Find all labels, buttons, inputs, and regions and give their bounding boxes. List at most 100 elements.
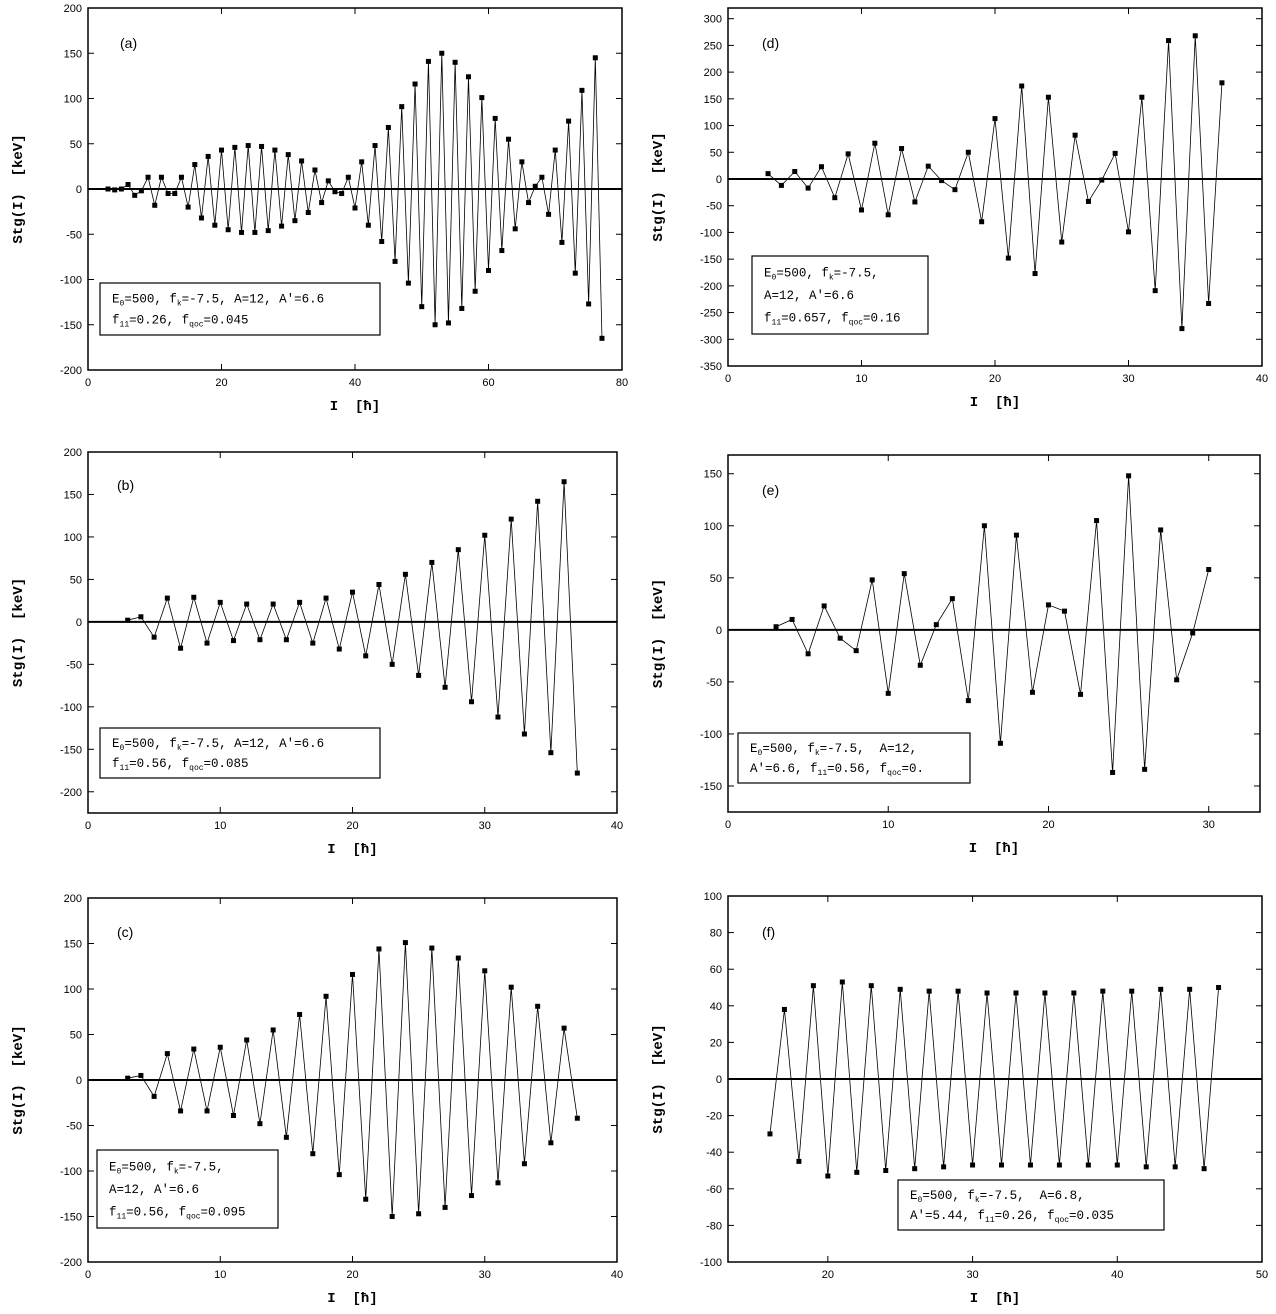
annotation-box bbox=[99, 282, 381, 336]
data-point bbox=[508, 516, 514, 522]
data-point bbox=[981, 523, 987, 529]
data-point bbox=[821, 603, 827, 609]
x-tick-label: 50 bbox=[1256, 1269, 1268, 1281]
data-point bbox=[566, 118, 572, 124]
y-tick-label: 40 bbox=[710, 1001, 722, 1013]
data-point bbox=[172, 191, 178, 197]
y-tick-label: -50 bbox=[66, 1121, 82, 1133]
data-point bbox=[854, 1169, 860, 1175]
x-axis-label: I [ħ] bbox=[970, 1291, 1020, 1307]
y-axis-label: Stg(I) [keV] bbox=[651, 1024, 667, 1133]
data-point bbox=[205, 153, 211, 159]
data-point bbox=[270, 1027, 276, 1033]
data-point bbox=[212, 222, 218, 228]
x-tick-label: 30 bbox=[1203, 819, 1215, 831]
data-point bbox=[992, 116, 998, 122]
data-point bbox=[1179, 326, 1185, 332]
data-point bbox=[592, 55, 598, 61]
data-point bbox=[217, 1044, 223, 1050]
annotation-text: E bbox=[112, 737, 120, 751]
data-point bbox=[230, 1112, 236, 1118]
subscript: qoc bbox=[849, 319, 864, 328]
data-point bbox=[299, 158, 305, 164]
data-point bbox=[283, 637, 289, 643]
data-point bbox=[112, 187, 118, 193]
x-tick-label: 20 bbox=[989, 373, 1001, 385]
data-point bbox=[297, 599, 303, 605]
data-line bbox=[775, 475, 1210, 773]
annotation-text: A'=6.6, f bbox=[750, 762, 818, 776]
data-point bbox=[245, 143, 251, 149]
x-tick-label: 0 bbox=[85, 1269, 91, 1281]
x-axis-label: I [ħ] bbox=[969, 841, 1019, 857]
data-point bbox=[389, 661, 395, 667]
data-point bbox=[970, 1162, 976, 1168]
x-tick-label: 40 bbox=[611, 1269, 623, 1281]
data-point bbox=[132, 192, 138, 198]
y-tick-label: 60 bbox=[710, 964, 722, 976]
data-point bbox=[526, 200, 532, 206]
data-point bbox=[868, 983, 874, 989]
x-tick-label: 10 bbox=[214, 820, 226, 832]
subscript: k bbox=[829, 273, 834, 282]
data-point bbox=[118, 186, 124, 192]
data-point bbox=[279, 223, 285, 229]
data-point bbox=[1192, 33, 1198, 39]
x-tick-label: 30 bbox=[479, 820, 491, 832]
y-tick-label: 0 bbox=[76, 1075, 82, 1087]
data-point bbox=[1139, 94, 1145, 100]
data-point bbox=[178, 645, 184, 651]
data-point bbox=[859, 207, 864, 213]
x-axis-label: I [ħ] bbox=[327, 1291, 377, 1307]
data-point bbox=[191, 594, 197, 600]
data-point bbox=[336, 1172, 342, 1178]
annotation-line: f11=0.657, fqoc=0.16 bbox=[764, 312, 901, 328]
x-tick-label: 30 bbox=[479, 1269, 491, 1281]
data-point bbox=[332, 189, 338, 195]
data-point bbox=[272, 147, 278, 153]
data-point bbox=[492, 115, 498, 121]
annotation-line: E0=500, fk=-7.5, A=12, A'=6.6 bbox=[112, 293, 324, 309]
subscript: qoc bbox=[1055, 1216, 1070, 1225]
subscript: qoc bbox=[887, 769, 902, 778]
annotation-text: =0.16 bbox=[863, 312, 901, 326]
data-point bbox=[425, 58, 431, 64]
data-point bbox=[1071, 990, 1077, 996]
annotation-line: f11=0.56, fqoc=0.085 bbox=[112, 757, 249, 773]
data-point bbox=[178, 174, 184, 180]
annotation-text: A=12, A'=6.6 bbox=[109, 1183, 199, 1197]
y-tick-label: 50 bbox=[70, 139, 82, 151]
y-tick-label: -60 bbox=[706, 1184, 722, 1196]
data-point bbox=[285, 152, 291, 158]
subscript: 0 bbox=[117, 1167, 122, 1176]
subscript: 0 bbox=[120, 744, 125, 753]
x-tick-label: 20 bbox=[215, 377, 227, 389]
y-tick-label: 150 bbox=[704, 94, 722, 106]
subscript: qoc bbox=[189, 764, 204, 773]
data-point bbox=[1187, 986, 1193, 992]
y-tick-label: -100 bbox=[60, 275, 82, 287]
data-point bbox=[399, 104, 405, 110]
y-tick-label: 50 bbox=[70, 1030, 82, 1042]
y-tick-label: -150 bbox=[60, 320, 82, 332]
annotation-text: =0.085 bbox=[204, 757, 249, 771]
annotation-text: =0.095 bbox=[201, 1206, 246, 1220]
subscript: k bbox=[815, 749, 820, 758]
annotation-text: =0.657, f bbox=[781, 312, 849, 326]
data-point bbox=[482, 532, 488, 538]
annotation-text: E bbox=[109, 1160, 117, 1174]
panel-label: (b) bbox=[117, 477, 134, 493]
annotation-line: E0=500, fk=-7.5, A=12, A'=6.6 bbox=[112, 737, 324, 753]
data-point bbox=[439, 50, 445, 56]
subscript: 0 bbox=[918, 1196, 923, 1205]
data-point bbox=[1158, 527, 1164, 533]
annotation-text: E bbox=[764, 266, 772, 280]
data-point bbox=[125, 181, 131, 187]
y-tick-label: -150 bbox=[700, 781, 722, 793]
data-point bbox=[941, 1164, 947, 1170]
annotation-line: f11=0.26, fqoc=0.045 bbox=[112, 314, 249, 330]
data-point bbox=[312, 167, 318, 173]
data-point bbox=[572, 270, 578, 276]
annotation-text: =-7.5, A=6.8, bbox=[980, 1189, 1085, 1203]
x-axis-label: I [ħ] bbox=[330, 399, 380, 415]
